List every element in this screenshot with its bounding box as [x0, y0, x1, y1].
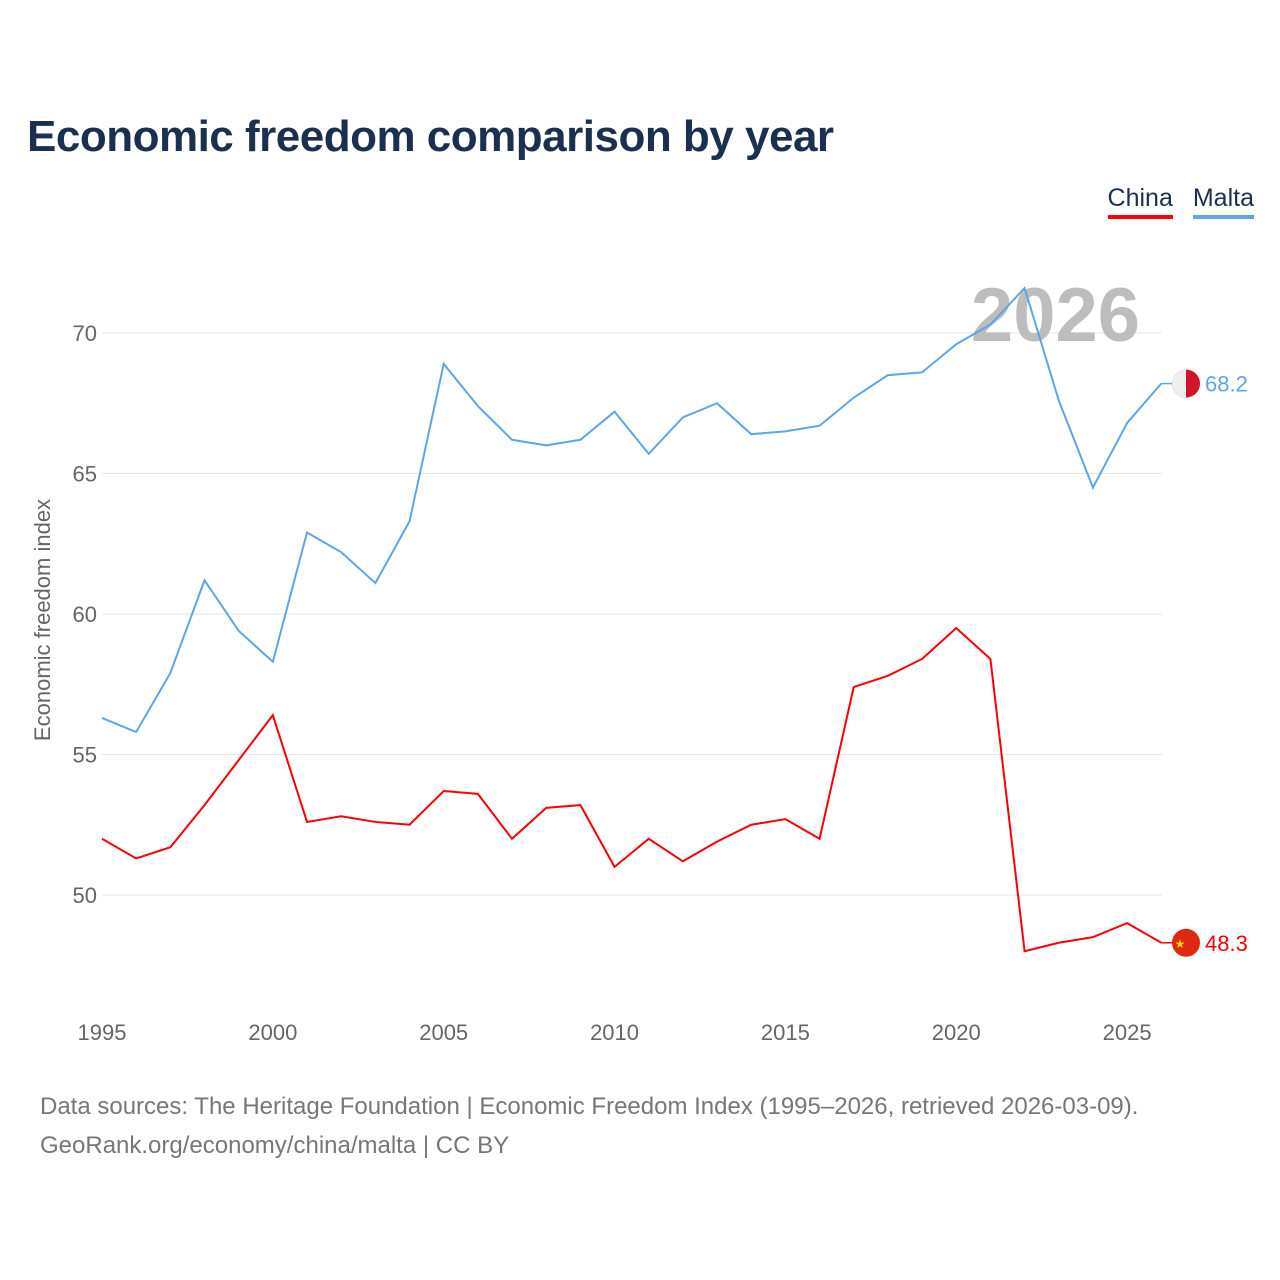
chart-title: Economic freedom comparison by year	[27, 112, 834, 161]
attribution-text: GeoRank.org/economy/china/malta | CC BY	[40, 1132, 510, 1159]
y-tick-label: 50	[73, 883, 97, 908]
y-tick-label: 65	[73, 462, 97, 487]
x-tick-label: 2000	[248, 1020, 297, 1045]
x-tick-label: 1995	[78, 1020, 127, 1045]
legend-malta[interactable]: Malta	[1192, 184, 1254, 219]
x-tick-label: 2025	[1103, 1020, 1152, 1045]
series-line-malta	[101, 286, 1163, 734]
y-axis-label: Economic freedom index	[30, 499, 55, 741]
flag-star: ★	[1175, 937, 1186, 951]
end-value-label: 48.3	[1205, 931, 1248, 956]
end-value-label: 68.2	[1205, 372, 1248, 397]
x-tick-label: 2020	[932, 1020, 981, 1045]
y-tick-label: 60	[73, 602, 97, 627]
legend: China Malta	[1107, 184, 1254, 219]
year-watermark: 2026	[971, 273, 1140, 358]
y-tick-label: 70	[73, 321, 97, 346]
x-tick-label: 2010	[590, 1020, 639, 1045]
x-tick-label: 2015	[761, 1020, 810, 1045]
flag-white-half	[1172, 369, 1186, 398]
y-tick-label: 55	[73, 743, 97, 768]
legend-china[interactable]: China	[1107, 184, 1173, 219]
footer: Data sources: The Heritage Foundation | …	[40, 1087, 1138, 1165]
x-tick-label: 2005	[419, 1020, 468, 1045]
series-line-china	[101, 626, 1162, 953]
china-flag-icon	[1172, 928, 1200, 957]
source-text: Data sources: The Heritage Foundation | …	[40, 1093, 1139, 1120]
